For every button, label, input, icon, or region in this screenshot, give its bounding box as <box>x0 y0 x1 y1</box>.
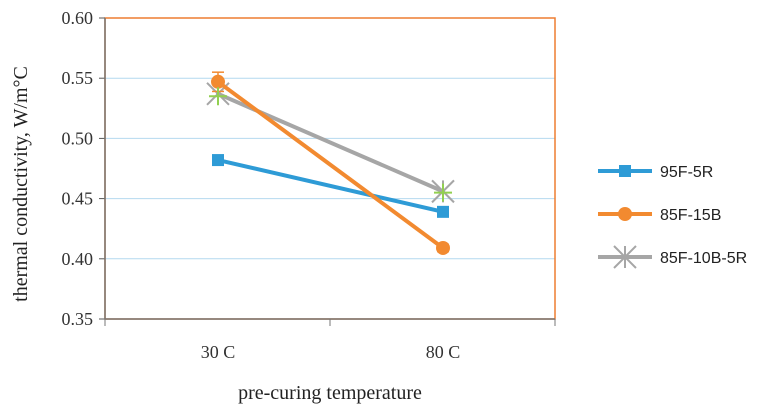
y-tick-label: 0.45 <box>62 189 94 209</box>
extra-marker <box>434 183 452 202</box>
y-tick-labels: 0.35 0.40 0.45 0.50 0.55 0.60 <box>62 8 94 329</box>
legend-label-85F-10B-5R: 85F-10B-5R <box>660 250 747 267</box>
data-point-95F-5R <box>437 205 449 218</box>
extra-marker <box>209 87 227 106</box>
axes <box>99 17 556 326</box>
series-line-95F-5R <box>216 158 445 214</box>
y-tick-label: 0.35 <box>62 309 94 329</box>
y-axis-title: thermal conductivity, W/m°C <box>10 66 32 302</box>
y-tick-label: 0.40 <box>62 249 94 269</box>
legend: 95F-5R 85F-15B 85F-10B-5R <box>598 164 747 269</box>
legend-label-85F-15B: 85F-15B <box>660 207 721 224</box>
y-tick-label: 0.55 <box>62 68 94 88</box>
gridlines <box>105 17 555 320</box>
x-axis-title: pre-curing temperature <box>238 382 422 404</box>
legend-marker-85F-10B-5R <box>613 245 637 269</box>
legend-marker-85F-15B <box>618 207 632 221</box>
series <box>206 71 455 255</box>
legend-label-95F-5R: 95F-5R <box>660 164 713 181</box>
y-tick-label: 0.50 <box>62 128 94 148</box>
y-tick-label: 0.60 <box>62 8 94 28</box>
data-point-85F-15B <box>436 240 450 255</box>
data-point-95F-5R <box>212 154 224 167</box>
plot-frame <box>104 17 556 320</box>
series-line-85F-15B <box>216 79 445 250</box>
x-tick-label: 80 C <box>426 342 461 362</box>
x-tick-labels: 30 C 80 C <box>201 342 461 362</box>
x-tick-label: 30 C <box>201 342 236 362</box>
legend-marker-95F-5R <box>619 165 631 177</box>
data-point-85F-15B <box>211 74 225 89</box>
